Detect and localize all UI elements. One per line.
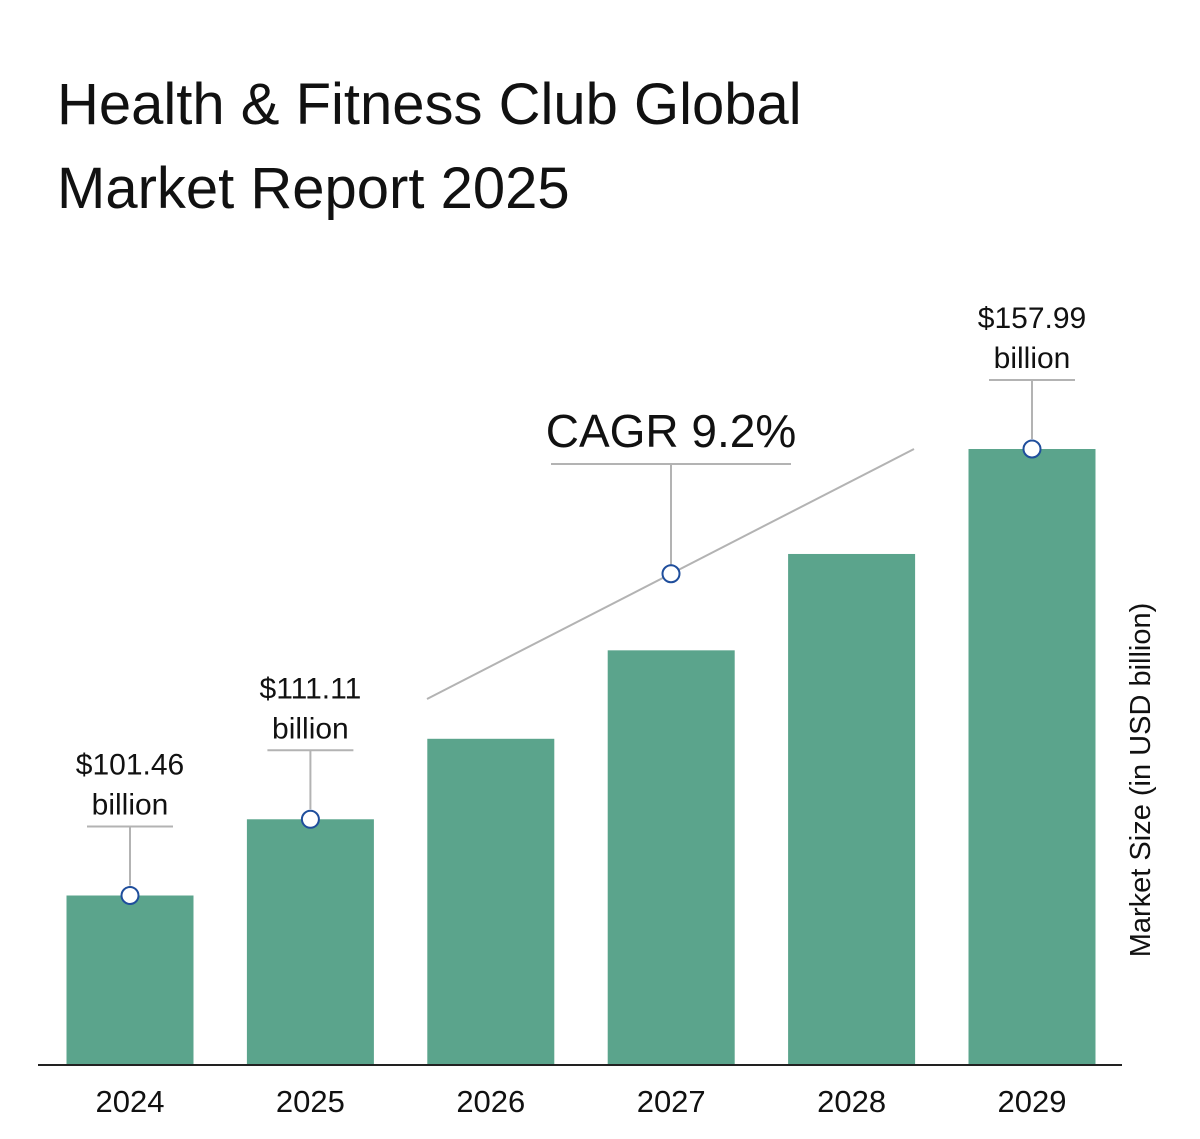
bar-2026 bbox=[427, 738, 555, 1065]
value-label-line: $111.11 bbox=[260, 672, 362, 705]
chart-title-line-1: Health & Fitness Club Global bbox=[57, 72, 802, 137]
bar-2029 bbox=[968, 449, 1096, 1065]
bar-2027 bbox=[607, 650, 735, 1065]
value-marker-2025 bbox=[300, 809, 320, 829]
cagr-marker bbox=[661, 564, 681, 584]
cagr-trend: CAGR 9.2% bbox=[426, 405, 915, 700]
bars bbox=[66, 449, 1096, 1065]
value-label-2029: $157.99 billion bbox=[978, 302, 1086, 459]
bar-2025 bbox=[246, 819, 374, 1065]
x-tick-label-2027: 2027 bbox=[637, 1084, 706, 1119]
x-tick-label-2029: 2029 bbox=[998, 1084, 1067, 1119]
value-marker-2024 bbox=[120, 885, 140, 905]
value-label-line: $101.46 bbox=[76, 748, 184, 781]
chart-title: Health & Fitness Club Global Market Repor… bbox=[57, 72, 802, 221]
x-tick-label-2024: 2024 bbox=[96, 1084, 165, 1119]
chart-title-line-2: Market Report 2025 bbox=[57, 156, 570, 221]
bar-2024 bbox=[66, 895, 194, 1065]
value-label-line: $157.99 bbox=[978, 302, 1086, 335]
cagr-label: CAGR 9.2% bbox=[546, 405, 797, 457]
bar-2028 bbox=[788, 553, 916, 1065]
value-label-line: billion bbox=[92, 788, 169, 821]
x-tick-label-2028: 2028 bbox=[817, 1084, 886, 1119]
value-marker-2029 bbox=[1022, 439, 1042, 459]
x-tick-label-2026: 2026 bbox=[456, 1084, 525, 1119]
value-label-line: billion bbox=[994, 342, 1071, 375]
value-label-2025: $111.11 billion bbox=[260, 672, 362, 829]
value-label-2024: $101.46 billion bbox=[76, 748, 184, 905]
value-label-line: billion bbox=[272, 712, 349, 745]
value-annotations: $101.46 billion $111.11 billion $157.99 billi… bbox=[76, 302, 1086, 905]
y-axis-label: Market Size (in USD billion) bbox=[1125, 603, 1157, 958]
x-axis: 2024 2025 2026 2027 2028 2029 bbox=[38, 1064, 1122, 1119]
x-tick-label-2025: 2025 bbox=[276, 1084, 345, 1119]
